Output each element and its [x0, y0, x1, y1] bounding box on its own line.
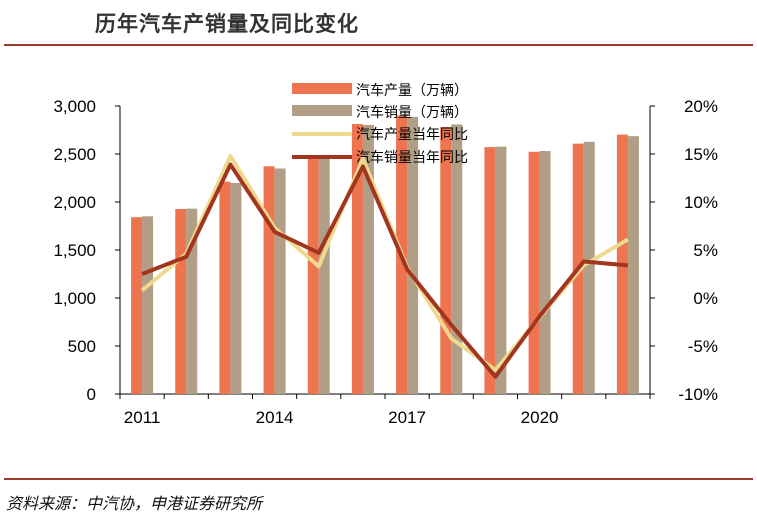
left-tick-label: 3,000 — [53, 97, 96, 116]
right-tick-label: 0% — [693, 289, 718, 308]
right-tick-label: 5% — [693, 241, 718, 260]
chart: 0 500 1,000 1,500 2,000 2,500 3,000 -10% -5% 0% 5%… — [53, 82, 718, 427]
left-tick-label: 1,000 — [53, 289, 96, 308]
chart-axes: 0 500 1,000 1,500 2,000 2,500 3,000 -10% -5% 0% 5%… — [53, 97, 718, 427]
left-tick-label: 2,000 — [53, 193, 96, 212]
title-divider — [4, 44, 753, 46]
left-tick-label: 2,500 — [53, 145, 96, 164]
line-production-yoy — [140, 153, 629, 372]
right-tick-label: -10% — [678, 385, 718, 404]
left-tick-label: 1,500 — [53, 241, 96, 260]
bar-sales — [318, 157, 330, 394]
right-tick-label: 20% — [684, 97, 718, 116]
right-tick-label: -5% — [688, 337, 718, 356]
x-tick-label: 2014 — [256, 408, 294, 427]
footer-divider — [4, 478, 753, 480]
right-tick-label: 10% — [684, 193, 718, 212]
legend-label: 汽车产量当年同比 — [356, 126, 468, 142]
right-tick-label: 15% — [684, 145, 718, 164]
bar-production — [219, 181, 231, 394]
bar-sales — [451, 124, 463, 394]
bar-sales — [186, 208, 198, 394]
bar-production — [131, 217, 143, 394]
bar-production — [484, 147, 496, 394]
bar-production — [351, 124, 363, 394]
bar-sales — [583, 141, 595, 394]
bar-production — [440, 127, 452, 395]
legend-label: 汽车销量（万辆） — [356, 104, 468, 120]
bar-sales — [627, 136, 639, 395]
bar-production — [307, 158, 319, 394]
bar-sales — [362, 124, 374, 395]
legend-swatch-production — [292, 83, 352, 94]
line-series — [140, 153, 629, 379]
bar-sales — [407, 116, 419, 394]
source-note: 资料来源：中汽协，申港证券研究所 — [6, 494, 263, 513]
legend-swatch-sales — [292, 105, 352, 116]
bar-sales — [495, 146, 507, 394]
legend-label: 汽车产量（万辆） — [356, 82, 468, 98]
bar-production — [175, 209, 187, 394]
bar-production — [263, 166, 275, 394]
left-tick-label: 500 — [68, 337, 96, 356]
line-sales-yoy — [141, 162, 629, 379]
x-tick-label: 2020 — [521, 408, 559, 427]
page-title: 历年汽车产销量及同比变化 — [95, 11, 359, 36]
x-tick-label: 2011 — [124, 408, 161, 427]
bar-sales — [274, 168, 286, 394]
bar-production — [528, 151, 540, 394]
bar-sales — [539, 151, 551, 394]
bar-sales — [142, 216, 154, 394]
left-tick-label: 0 — [87, 385, 96, 404]
legend-label: 汽车销量当年同比 — [356, 149, 468, 165]
bar-sales — [230, 182, 242, 394]
x-tick-label: 2017 — [388, 408, 426, 427]
